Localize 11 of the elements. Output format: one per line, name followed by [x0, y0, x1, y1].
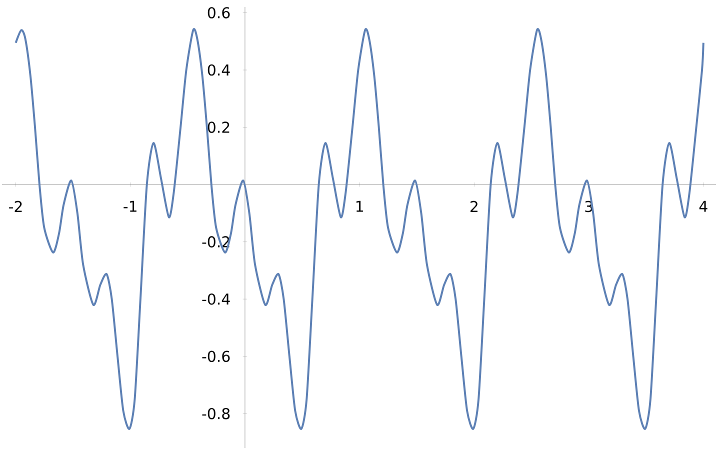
y-tick-label: 0.4	[208, 64, 230, 76]
y-tick-label: -0.6	[202, 350, 230, 362]
y-tick-label: -0.8	[202, 408, 230, 420]
x-tick-label: -2	[9, 200, 22, 212]
x-tick-label: -1	[124, 200, 136, 212]
y-tick-label: 0.6	[208, 7, 230, 18]
x-tick-label: 4	[699, 200, 708, 212]
x-tick-label: 1	[356, 200, 363, 212]
y-tick-label: 0.2	[208, 122, 230, 133]
y-tick-label: -0.4	[202, 293, 230, 305]
x-tick-label: 2	[470, 200, 478, 212]
